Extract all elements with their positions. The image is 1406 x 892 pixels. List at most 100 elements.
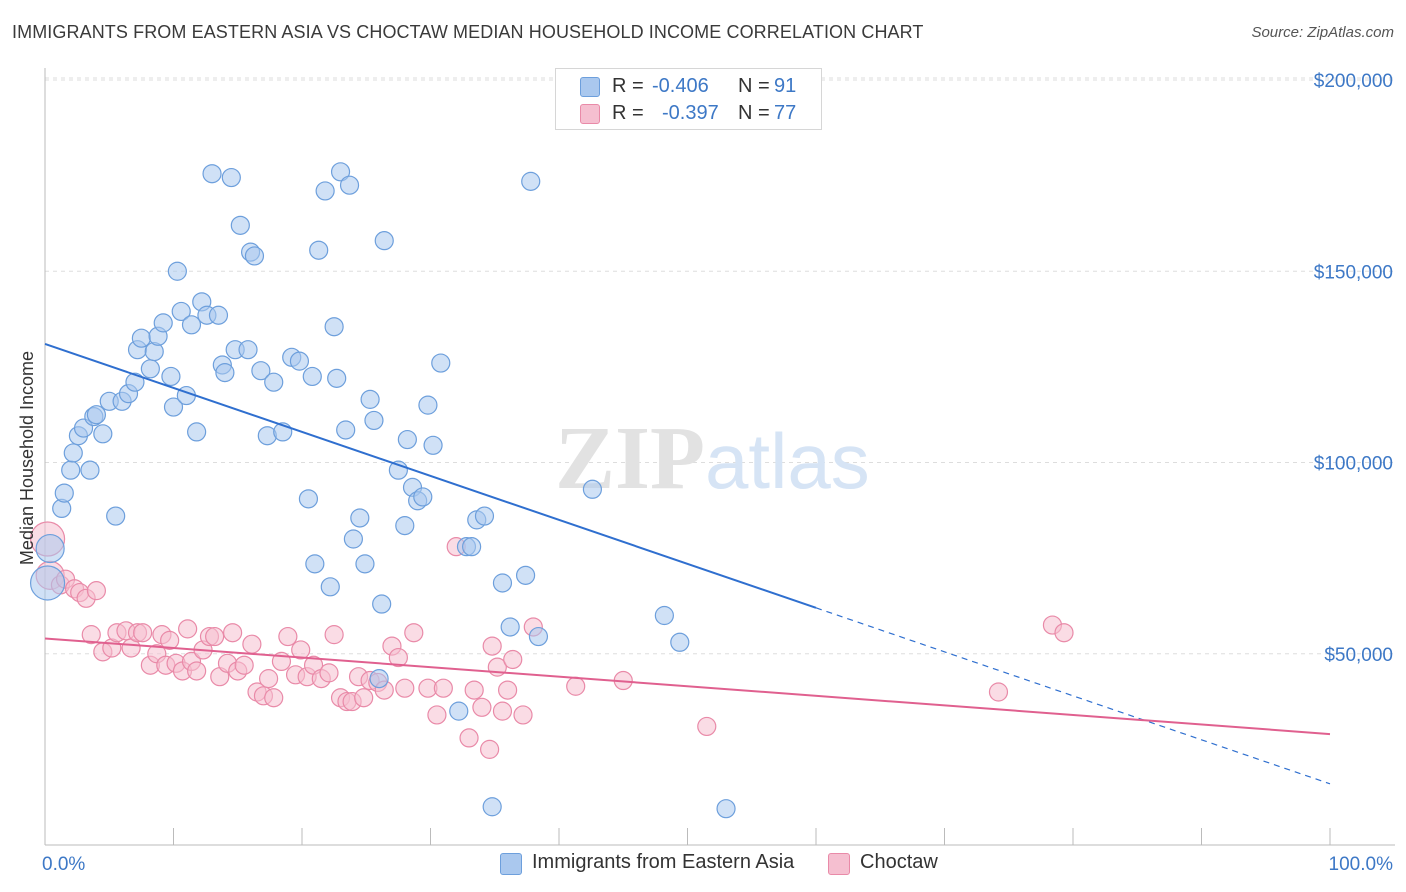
data-point [35,533,65,564]
data-point [160,630,180,650]
data-point [161,366,181,387]
data-point [482,797,502,817]
data-point [29,565,66,601]
data-point [462,537,482,557]
trend-lines [44,342,1331,785]
pink-swatch-icon [580,104,600,124]
pink-swatch-icon [828,853,850,875]
data-point [360,389,380,409]
data-point [131,328,151,348]
data-point [482,636,502,656]
data-point [264,688,284,708]
n-label: N = [738,102,770,124]
data-point [500,617,520,637]
data-point [464,680,484,700]
data-point [187,661,207,681]
data-point [716,799,736,819]
data-point [133,623,153,643]
data-point [480,739,500,759]
trend-line-eastern-asia-extension [815,607,1331,785]
data-point [397,429,417,450]
data-point [492,701,513,721]
watermark: ZIPatlas [555,409,870,508]
y-axis-label: Median Household Income [17,351,37,565]
data-point [258,669,279,689]
data-point [86,581,107,601]
data-point [521,171,541,191]
data-point [289,351,310,371]
trend-line-choctaw [44,637,1331,736]
y-tick-label: $200,000 [1314,71,1393,92]
data-point [167,261,187,281]
data-point [364,410,384,431]
data-point [208,305,229,325]
data-point [395,516,415,536]
data-point [106,506,126,526]
data-point [205,626,225,647]
data-point [291,640,311,660]
blue-swatch-icon [580,77,600,97]
data-point [431,353,451,373]
data-point [413,487,433,507]
data-point [427,705,447,725]
n-value: 77 [774,102,797,124]
chart-title: IMMIGRANTS FROM EASTERN ASIA VS CHOCTAW … [12,22,924,42]
axes [44,68,1395,846]
data-point [278,626,298,647]
data-point [418,395,438,415]
data-point [528,626,549,647]
data-point [1054,623,1074,643]
data-point [223,623,243,643]
choctaw-series [29,521,1074,759]
data-point [244,246,265,266]
correlation-legend: R = -0.406 N = 91 R = -0.397 N = 77 [555,68,822,130]
data-point [187,422,207,442]
data-point [654,605,674,626]
data-point [327,368,347,388]
data-point [171,301,191,322]
data-point [670,632,690,652]
data-point [330,162,351,182]
data-point [459,728,479,748]
data-point [697,716,717,737]
data-point [202,164,222,184]
data-point [339,175,360,195]
data-point [251,361,271,381]
data-point [163,397,184,417]
data-point [582,479,603,499]
blue-swatch-icon [500,853,522,875]
data-point [305,554,325,574]
data-point [153,313,173,333]
data-point [230,215,250,235]
data-point [515,565,536,585]
legend-label: Choctaw [860,851,938,873]
grid-lines [45,77,1395,655]
chart-source: Source: ZipAtlas.com [1251,24,1394,41]
data-point [61,460,81,480]
data-point [309,240,329,260]
y-tick-label: $50,000 [1324,645,1393,666]
data-point [125,372,145,392]
data-point [513,705,533,725]
x-tick-label: 0.0% [42,854,85,875]
data-point [264,372,284,392]
data-point [238,340,258,360]
data-point [242,634,262,654]
data-point [319,663,339,683]
data-point [498,680,518,700]
data-point [395,678,415,698]
data-point [355,554,375,574]
data-point [140,359,160,379]
eastern-asia-series [29,162,736,819]
data-point [234,655,254,675]
data-point [449,701,469,721]
data-point [566,676,586,696]
data-point [81,625,101,645]
y-tick-label: $150,000 [1314,262,1393,283]
data-point [472,697,492,717]
data-point [988,682,1009,702]
data-point [215,363,235,383]
data-point [178,619,198,639]
trend-line-eastern-asia [44,342,817,609]
